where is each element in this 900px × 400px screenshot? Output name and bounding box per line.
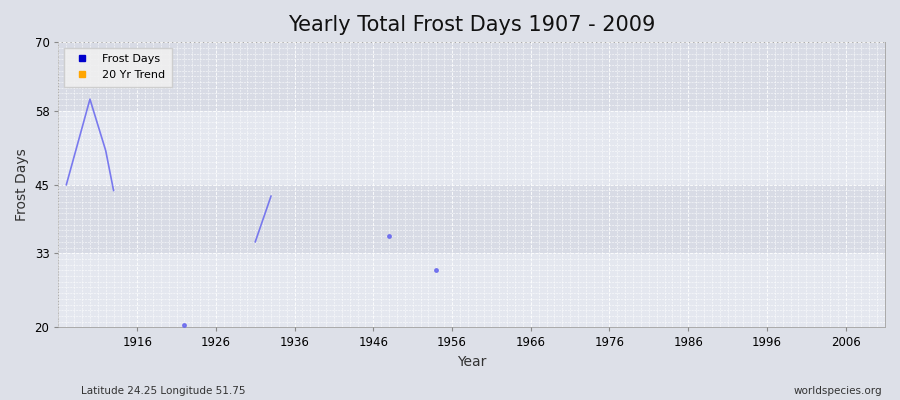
Bar — [58, 253, 885, 328]
Bar — [58, 110, 885, 185]
Bar — [58, 42, 885, 110]
X-axis label: Year: Year — [457, 355, 486, 369]
Text: Latitude 24.25 Longitude 51.75: Latitude 24.25 Longitude 51.75 — [81, 386, 246, 396]
Title: Yearly Total Frost Days 1907 - 2009: Yearly Total Frost Days 1907 - 2009 — [288, 15, 655, 35]
Text: worldspecies.org: worldspecies.org — [794, 386, 882, 396]
Bar — [58, 185, 885, 253]
Y-axis label: Frost Days: Frost Days — [15, 148, 29, 221]
Legend: Frost Days, 20 Yr Trend: Frost Days, 20 Yr Trend — [64, 48, 172, 86]
